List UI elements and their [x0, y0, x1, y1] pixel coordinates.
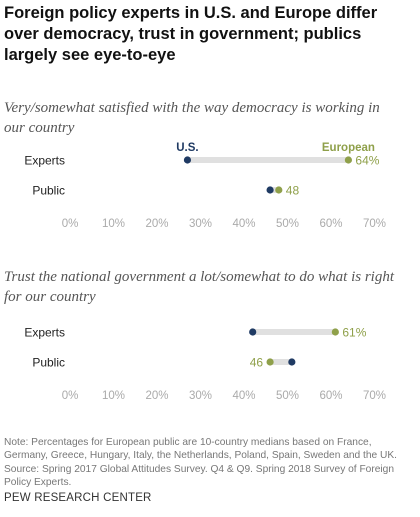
x-tick-label: 30%: [189, 218, 212, 230]
chart-2-trust-government: Experts 61% Public 46 0% 10% 20% 30% 40% 50% 60% 70…: [24, 326, 386, 403]
x-tick-label: 50%: [276, 390, 299, 402]
x-tick-label: 50%: [276, 218, 299, 230]
x-tick-label: 70%: [363, 390, 386, 402]
x-tick-label: 10%: [102, 218, 125, 230]
x-tick-label: 10%: [102, 390, 125, 402]
chart-title: Foreign policy experts in U.S. and Europ…: [4, 4, 378, 64]
dot-european-public: [275, 186, 283, 194]
value-label-european-public: 48: [286, 184, 300, 198]
x-tick-label: 60%: [319, 390, 342, 402]
x-tick-label: 20%: [145, 390, 168, 402]
dot-european-experts: [344, 156, 352, 164]
x-tick-label: 70%: [363, 218, 386, 230]
footnote: Note: Percentages for European public ar…: [4, 437, 397, 489]
dot-us-public: [266, 186, 274, 194]
range-bar-experts: [252, 329, 336, 335]
range-bar-public: [270, 359, 292, 365]
x-tick-label: 0%: [62, 390, 79, 402]
x-tick-label: 0%: [62, 218, 79, 230]
row-label-public: Public: [32, 356, 65, 370]
dot-european-public: [266, 358, 274, 366]
dot-us-experts: [249, 328, 257, 336]
legend-european: European: [322, 142, 375, 154]
dot-us-experts: [183, 156, 192, 164]
row-label-experts: Experts: [24, 326, 65, 340]
x-tick-label: 30%: [189, 390, 212, 402]
chart-1-subtitle: Very/somewhat satisfied with the way dem…: [4, 100, 380, 136]
value-label-european-public: 46: [250, 356, 264, 370]
range-bar-experts: [187, 157, 349, 163]
chart-1-satisfied-democracy: Experts 64% Public 48 U.S. European 0% 10% 20% 30…: [24, 142, 386, 230]
chart-2-subtitle: Trust the national government a lot/some…: [4, 269, 395, 305]
x-tick-label: 40%: [232, 390, 255, 402]
dot-european-experts: [331, 328, 339, 336]
value-label-european-experts: 64%: [355, 154, 379, 168]
x-tick-label: 40%: [232, 218, 255, 230]
row-label-public: Public: [32, 184, 65, 198]
legend-us: U.S.: [176, 142, 198, 154]
source-credit: PEW RESEARCH CENTER: [4, 492, 152, 504]
value-label-european-experts: 61%: [342, 326, 366, 340]
row-label-experts: Experts: [24, 154, 65, 168]
dot-us-public: [288, 358, 296, 366]
range-bar-public: [270, 187, 279, 193]
x-tick-label: 20%: [145, 218, 168, 230]
x-tick-label: 60%: [319, 218, 342, 230]
